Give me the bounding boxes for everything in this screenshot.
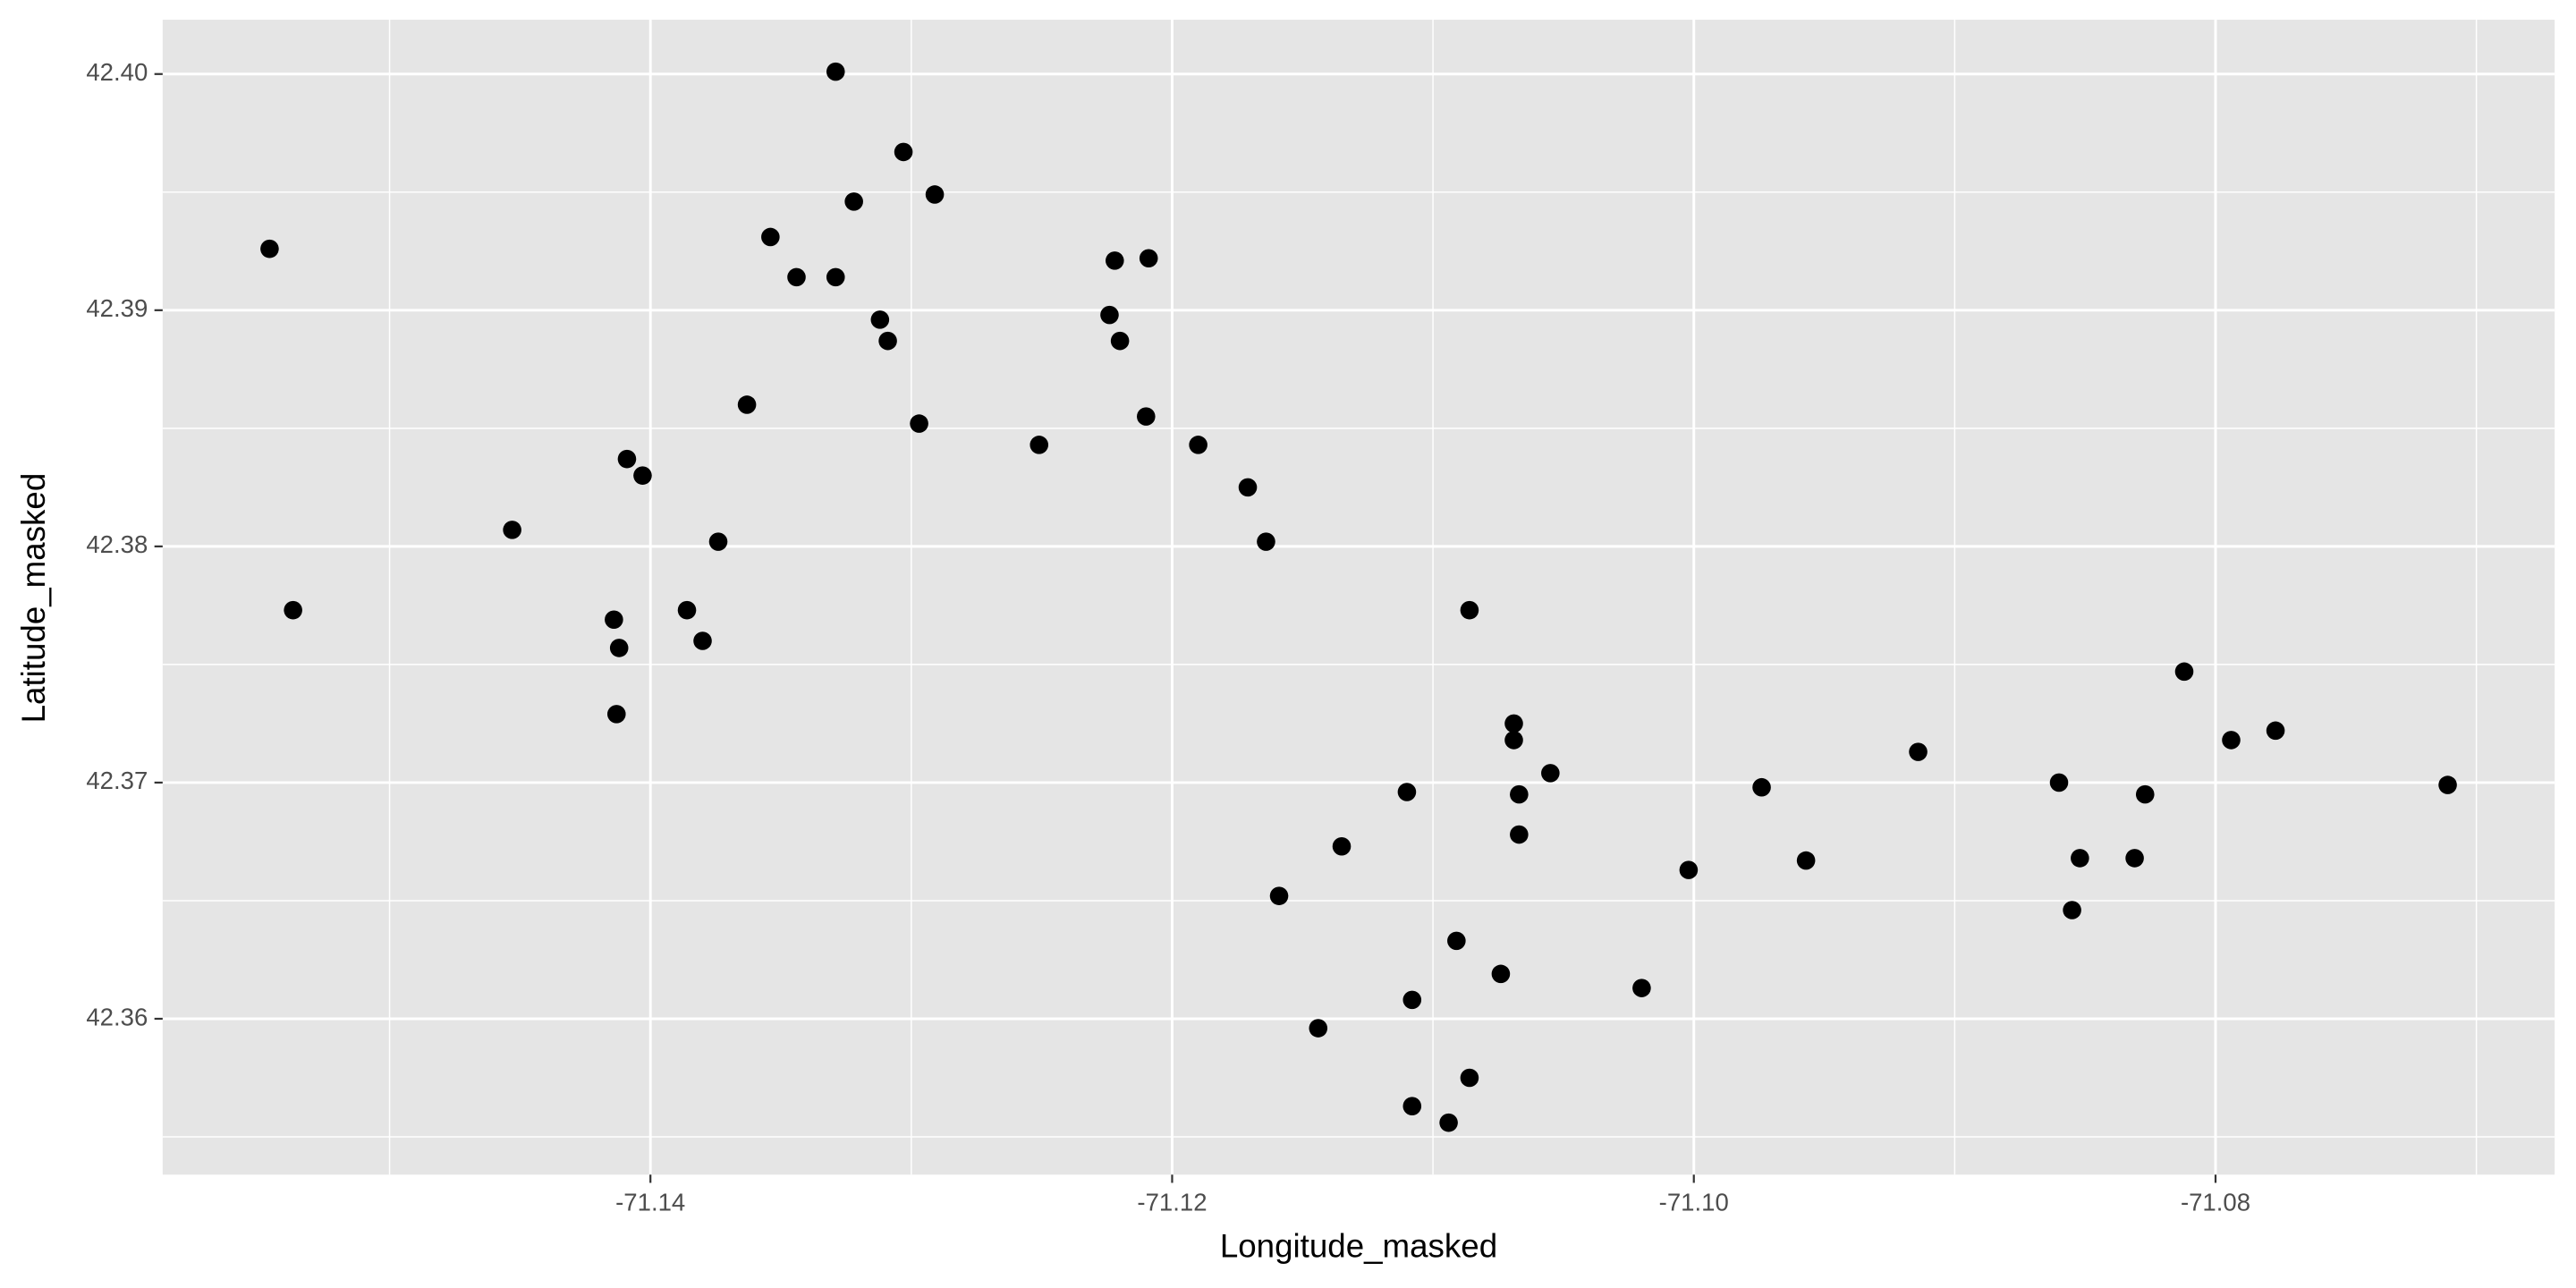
point	[737, 395, 757, 414]
point	[1106, 251, 1124, 270]
point	[503, 521, 521, 539]
point	[1439, 1113, 1458, 1132]
y-tick-label: 42.39	[86, 294, 148, 322]
point	[708, 532, 728, 551]
point	[761, 227, 780, 247]
point	[910, 414, 928, 433]
point	[826, 267, 845, 287]
x-tick-label: -71.10	[1659, 1189, 1729, 1216]
point	[2438, 775, 2457, 794]
point	[677, 600, 697, 620]
point	[1309, 1019, 1328, 1038]
point	[1632, 979, 1651, 997]
point	[1460, 1068, 1479, 1088]
point	[609, 639, 629, 657]
y-tick-label: 42.40	[86, 58, 148, 86]
grid	[162, 20, 2555, 1175]
point	[633, 466, 652, 485]
point	[1238, 478, 1258, 497]
point	[878, 331, 897, 351]
point	[2071, 849, 2089, 868]
point	[2063, 901, 2081, 919]
point	[2049, 773, 2069, 792]
point	[1189, 436, 1208, 454]
point	[870, 310, 890, 329]
axes: -71.14 -71.12 -71.10 -71.08 42.36 42.37 42.38 4…	[86, 58, 2250, 1216]
y-tick-label: 42.38	[86, 530, 148, 558]
points	[260, 62, 2457, 1132]
point	[1402, 1097, 1422, 1115]
point	[2174, 662, 2194, 682]
point	[1504, 731, 1523, 750]
point	[2125, 849, 2144, 868]
x-axis-title: Longitude_masked	[1220, 1228, 1497, 1265]
point	[787, 267, 806, 287]
point	[1510, 784, 1529, 804]
point	[605, 610, 623, 630]
point	[1460, 600, 1479, 620]
point	[1909, 742, 1928, 761]
point	[1541, 764, 1560, 783]
point	[844, 192, 863, 211]
y-tick-label: 42.37	[86, 767, 148, 794]
point	[1137, 407, 1156, 426]
point	[1504, 714, 1523, 733]
point	[260, 239, 279, 258]
point	[1752, 777, 1771, 797]
x-tick-label: -71.14	[615, 1189, 685, 1216]
point	[2222, 731, 2241, 750]
x-tick-label: -71.08	[2181, 1189, 2250, 1216]
point	[1139, 249, 1158, 268]
point	[826, 62, 845, 81]
point	[1510, 825, 1529, 844]
point	[925, 185, 945, 204]
point	[1491, 964, 1511, 984]
point	[1402, 990, 1422, 1010]
point	[1269, 886, 1289, 905]
point	[1030, 436, 1049, 454]
point	[1397, 783, 1417, 801]
point	[1332, 836, 1352, 856]
point	[693, 631, 712, 650]
point	[1257, 532, 1275, 551]
point	[606, 705, 626, 724]
point	[2266, 721, 2285, 741]
point	[1447, 931, 1466, 951]
point	[2135, 784, 2155, 804]
point	[1796, 851, 1816, 870]
y-axis-title: Latitude_masked	[15, 473, 52, 724]
point	[617, 449, 637, 469]
plot-panel	[162, 20, 2555, 1175]
x-tick-label: -71.12	[1137, 1189, 1207, 1216]
point	[894, 142, 913, 162]
point	[284, 600, 302, 620]
point	[1110, 331, 1130, 351]
point	[1100, 305, 1119, 325]
y-tick-label: 42.36	[86, 1003, 148, 1030]
point	[1679, 860, 1699, 879]
